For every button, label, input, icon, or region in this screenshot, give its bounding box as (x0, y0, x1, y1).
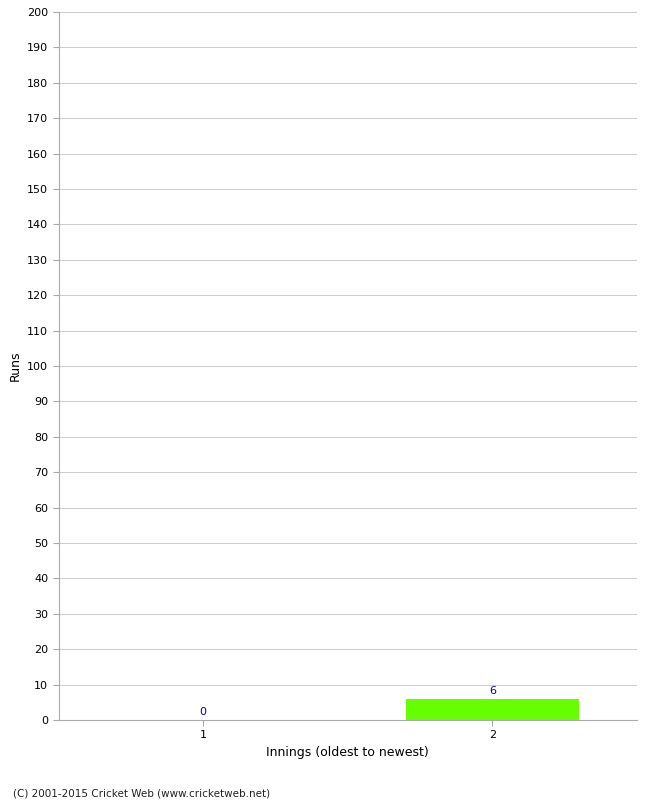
Y-axis label: Runs: Runs (8, 350, 21, 382)
Text: (C) 2001-2015 Cricket Web (www.cricketweb.net): (C) 2001-2015 Cricket Web (www.cricketwe… (13, 788, 270, 798)
X-axis label: Innings (oldest to newest): Innings (oldest to newest) (266, 746, 429, 759)
Bar (406, 698, 579, 720)
Text: 0: 0 (200, 707, 207, 717)
Text: 6: 6 (489, 686, 496, 696)
